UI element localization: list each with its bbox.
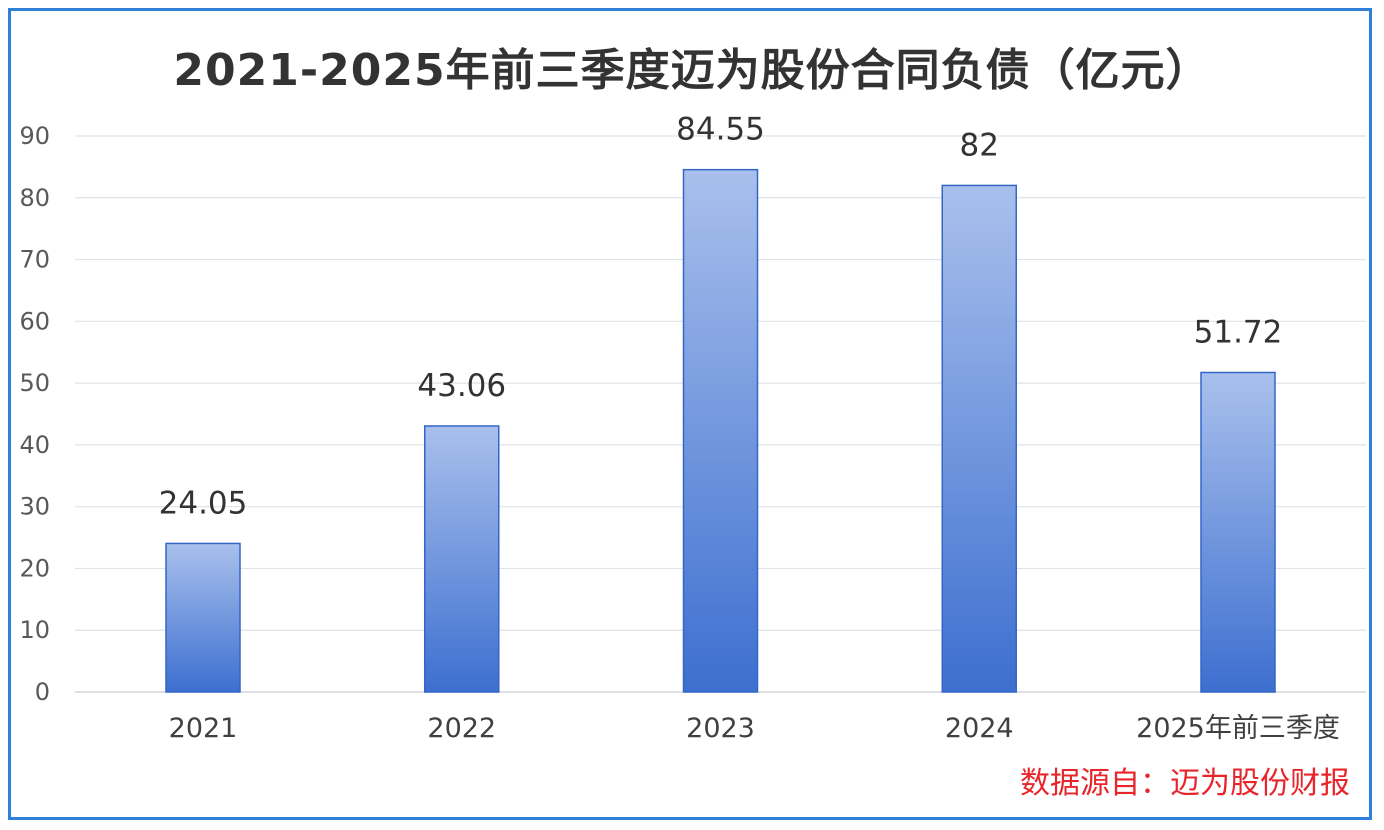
y-tick-label: 60 xyxy=(19,307,50,335)
data-label: 82 xyxy=(960,127,999,163)
x-tick-label: 2022 xyxy=(427,713,496,744)
bar xyxy=(1200,371,1276,693)
data-label: 43.06 xyxy=(417,368,506,404)
y-tick-label: 80 xyxy=(19,184,50,212)
x-axis: 2021 2022 2023 2024 2025年前三季度 xyxy=(169,713,1340,744)
bar xyxy=(165,542,241,693)
y-tick-label: 30 xyxy=(19,493,50,521)
x-tick-label: 2024 xyxy=(945,713,1014,744)
source-note: 数据源自：迈为股份财报 xyxy=(1020,766,1350,801)
data-label: 24.05 xyxy=(159,485,248,521)
y-tick-label: 10 xyxy=(19,616,50,644)
y-tick-label: 20 xyxy=(19,554,50,582)
x-tick-label: 2023 xyxy=(686,713,755,744)
data-label: 84.55 xyxy=(676,112,765,148)
data-labels: 24.05 43.06 84.55 82 51.72 xyxy=(159,112,1283,522)
y-tick-label: 0 xyxy=(35,678,50,706)
y-axis: 0 10 20 30 40 50 60 70 80 90 xyxy=(19,122,50,706)
bar xyxy=(424,425,500,693)
x-tick-label: 2021 xyxy=(169,713,238,744)
bar xyxy=(941,184,1017,693)
y-tick-label: 40 xyxy=(19,431,50,459)
x-tick-label: 2025年前三季度 xyxy=(1136,713,1340,744)
bars xyxy=(165,168,1276,693)
y-tick-label: 90 xyxy=(19,122,50,150)
chart-title: 2021-2025年前三季度迈为股份合同负债（亿元） xyxy=(173,45,1211,96)
y-tick-label: 70 xyxy=(19,246,50,274)
bar xyxy=(682,168,759,693)
data-label: 51.72 xyxy=(1194,314,1283,350)
y-tick-label: 50 xyxy=(19,369,50,397)
